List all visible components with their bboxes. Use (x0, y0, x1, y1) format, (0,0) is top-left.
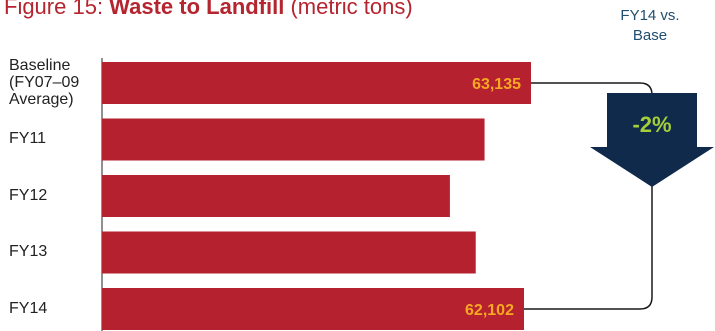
category-label-2: FY12 (9, 186, 48, 204)
category-label-4: FY14 (9, 299, 48, 317)
comparison-header-line1: FY14 vs. (620, 7, 680, 24)
comparison-header: FY14 vs. Base (600, 6, 700, 46)
chart-title-main: Waste to Landfill (109, 0, 285, 19)
comparison-header-line2: Base (632, 27, 668, 44)
bar-0 (102, 62, 531, 104)
bar-2 (102, 175, 450, 217)
bar-value-label-4: 62,102 (465, 302, 514, 319)
bar-3 (102, 231, 476, 274)
chart-title-prefix: Figure 15: (4, 0, 110, 19)
change-arrow (590, 93, 714, 187)
bar-4 (102, 288, 524, 330)
chart-title-suffix: (metric tons) (284, 0, 413, 19)
category-label-3: FY13 (9, 243, 48, 260)
comparison-connector (523, 82, 653, 310)
category-label-0: Baseline (FY07–09 Average) (9, 56, 80, 108)
chart-title: Figure 15: Waste to Landfill (metric ton… (4, 0, 413, 20)
bar-1 (102, 118, 485, 161)
category-label-1: FY11 (9, 130, 47, 147)
change-value: -2% (632, 112, 671, 137)
bar-value-label-0: 63,135 (472, 76, 521, 93)
